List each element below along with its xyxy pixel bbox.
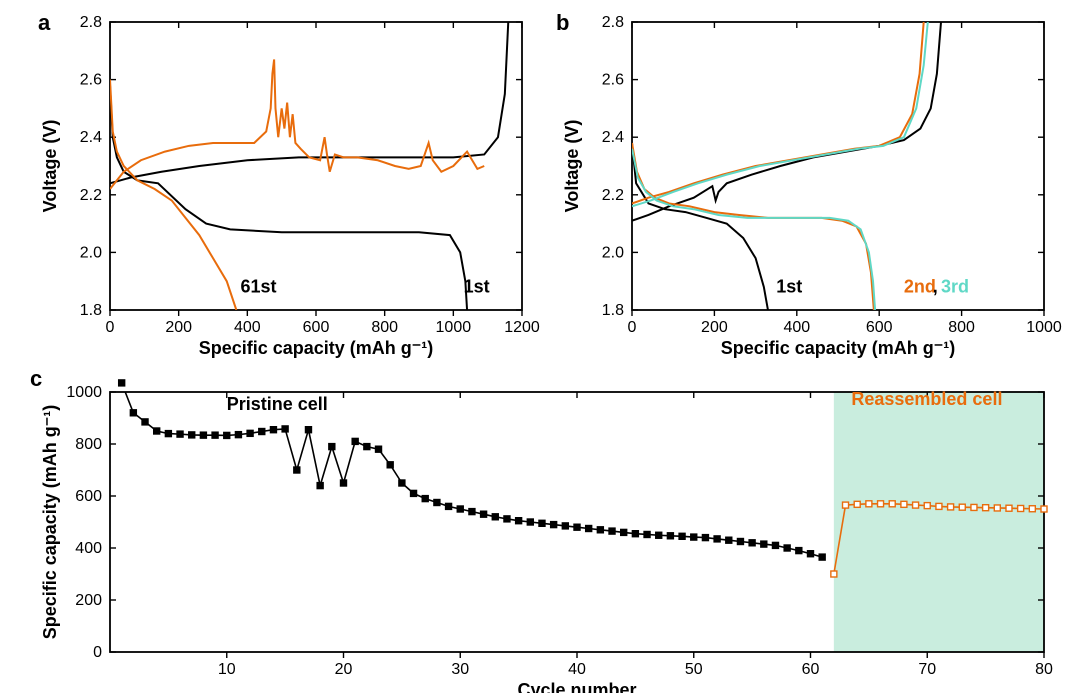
svg-text:2.4: 2.4 <box>602 129 624 146</box>
svg-text:50: 50 <box>685 661 703 678</box>
svg-text:2.8: 2.8 <box>602 14 624 31</box>
svg-text:10: 10 <box>218 661 236 678</box>
svg-text:2nd: 2nd <box>904 277 936 297</box>
svg-text:20: 20 <box>335 661 353 678</box>
svg-text:Cycle number: Cycle number <box>517 680 636 693</box>
svg-text:600: 600 <box>303 319 330 336</box>
svg-text:2.0: 2.0 <box>80 244 102 261</box>
svg-text:1200: 1200 <box>504 319 540 336</box>
svg-text:80: 80 <box>1035 661 1053 678</box>
svg-text:Voltage (V): Voltage (V) <box>562 120 582 213</box>
panel-label-b: b <box>556 10 569 36</box>
figure-root: a b c 0200400600800100012001.82.02.22.42… <box>0 0 1080 693</box>
svg-text:2.0: 2.0 <box>602 244 624 261</box>
svg-text:3rd: 3rd <box>941 277 969 297</box>
figure-svg: 0200400600800100012001.82.02.22.42.62.8S… <box>0 0 1080 693</box>
svg-text:1000: 1000 <box>1026 319 1062 336</box>
svg-text:400: 400 <box>783 319 810 336</box>
svg-text:2.6: 2.6 <box>80 72 102 89</box>
svg-text:Specific capacity (mAh g⁻¹): Specific capacity (mAh g⁻¹) <box>721 338 956 358</box>
svg-text:0: 0 <box>93 644 102 661</box>
svg-text:1.8: 1.8 <box>602 302 624 319</box>
svg-text:40: 40 <box>568 661 586 678</box>
svg-text:61st: 61st <box>240 277 276 297</box>
svg-text:,: , <box>933 277 938 297</box>
svg-text:1000: 1000 <box>66 384 102 401</box>
svg-text:200: 200 <box>75 592 102 609</box>
svg-text:800: 800 <box>948 319 975 336</box>
panel-label-c: c <box>30 366 42 392</box>
svg-text:400: 400 <box>75 540 102 557</box>
svg-text:0: 0 <box>106 319 115 336</box>
svg-text:60: 60 <box>802 661 820 678</box>
panel-label-a: a <box>38 10 50 36</box>
svg-text:Specific capacity (mAh g⁻¹): Specific capacity (mAh g⁻¹) <box>199 338 434 358</box>
svg-text:1000: 1000 <box>436 319 472 336</box>
svg-text:Specific capacity (mAh g⁻¹): Specific capacity (mAh g⁻¹) <box>40 405 60 640</box>
svg-text:70: 70 <box>918 661 936 678</box>
svg-text:1.8: 1.8 <box>80 302 102 319</box>
svg-text:2.2: 2.2 <box>602 187 624 204</box>
svg-text:2.8: 2.8 <box>80 14 102 31</box>
svg-text:200: 200 <box>165 319 192 336</box>
svg-text:600: 600 <box>866 319 893 336</box>
svg-text:800: 800 <box>75 436 102 453</box>
svg-text:30: 30 <box>451 661 469 678</box>
svg-text:400: 400 <box>234 319 261 336</box>
svg-text:2.2: 2.2 <box>80 187 102 204</box>
svg-text:800: 800 <box>371 319 398 336</box>
svg-text:0: 0 <box>628 319 637 336</box>
svg-text:1st: 1st <box>464 277 490 297</box>
svg-text:2.6: 2.6 <box>602 72 624 89</box>
svg-text:Voltage (V): Voltage (V) <box>40 120 60 213</box>
svg-text:1st: 1st <box>776 277 802 297</box>
svg-text:Pristine cell: Pristine cell <box>227 394 328 414</box>
svg-text:600: 600 <box>75 488 102 505</box>
svg-text:2.4: 2.4 <box>80 129 102 146</box>
svg-text:Reassembled cell: Reassembled cell <box>851 389 1002 409</box>
svg-text:200: 200 <box>701 319 728 336</box>
